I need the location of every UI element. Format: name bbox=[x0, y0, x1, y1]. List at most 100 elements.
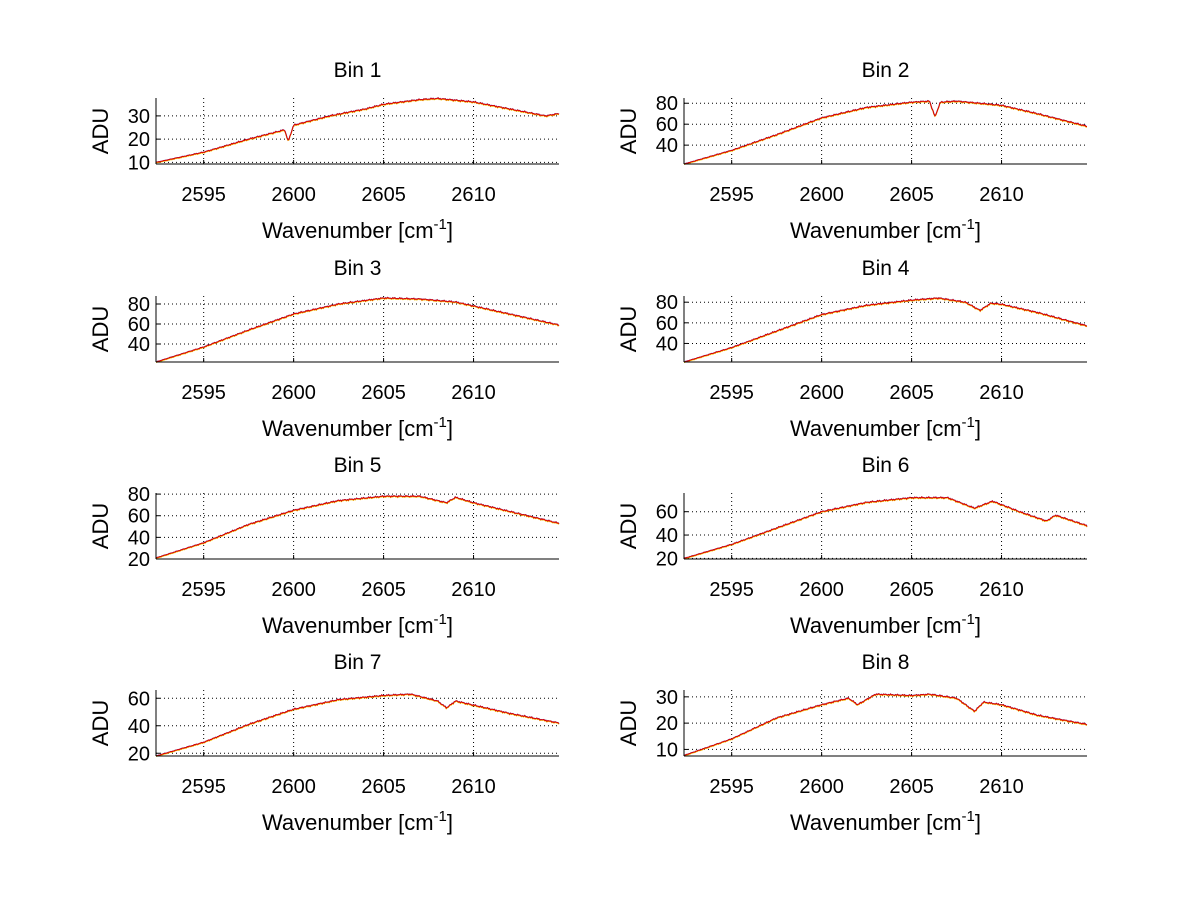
series-line-red bbox=[155, 296, 560, 363]
x-tick-label: 2600 bbox=[271, 579, 316, 601]
x-label-superscript: -1 bbox=[434, 611, 447, 628]
x-label-end: ] bbox=[975, 416, 981, 441]
y-axis-label: ADU bbox=[88, 306, 113, 352]
y-tick-label: 20 bbox=[128, 549, 150, 571]
x-label-text: Wavenumber [cm bbox=[262, 416, 434, 441]
x-label-end: ] bbox=[975, 218, 981, 243]
x-tick-label: 2595 bbox=[709, 579, 754, 601]
y-tick-label: 60 bbox=[128, 688, 150, 710]
x-axis-label: Wavenumber [cm-1] bbox=[262, 808, 453, 835]
y-tick-label: 20 bbox=[128, 743, 150, 765]
x-axis-label: Wavenumber [cm-1] bbox=[790, 216, 981, 243]
y-tick-label: 60 bbox=[128, 314, 150, 336]
x-tick-label: 2610 bbox=[979, 776, 1024, 798]
series-line-blue bbox=[683, 297, 1088, 363]
y-tick-label: 40 bbox=[128, 527, 150, 549]
x-tick-label: 2605 bbox=[361, 579, 406, 601]
x-tick-label: 2600 bbox=[799, 184, 844, 206]
y-tick-label: 40 bbox=[656, 333, 678, 355]
y-tick-label: 20 bbox=[656, 548, 678, 570]
y-axis-label: ADU bbox=[616, 306, 641, 352]
subplot-title: Bin 4 bbox=[862, 257, 910, 280]
x-label-superscript: -1 bbox=[434, 808, 447, 825]
x-tick-label: 2600 bbox=[799, 579, 844, 601]
series-line-yellow bbox=[683, 297, 1088, 364]
x-tick-label: 2600 bbox=[799, 776, 844, 798]
x-tick-label: 2605 bbox=[889, 382, 934, 404]
x-label-end: ] bbox=[447, 416, 453, 441]
x-tick-label: 2610 bbox=[979, 579, 1024, 601]
x-label-end: ] bbox=[447, 810, 453, 835]
subplot-title: Bin 3 bbox=[334, 257, 382, 280]
series-line-red bbox=[683, 496, 1088, 560]
x-tick-label: 2595 bbox=[181, 776, 226, 798]
subplot-title: Bin 5 bbox=[334, 454, 382, 477]
x-tick-label: 2595 bbox=[181, 579, 226, 601]
series-line-red bbox=[683, 99, 1087, 165]
y-tick-label: 20 bbox=[128, 129, 150, 151]
series-line-yellow bbox=[155, 297, 560, 363]
x-label-superscript: -1 bbox=[434, 414, 447, 431]
subplot-7: 2595 2600 2605 2610 20 40 60 Bin 7 Wavenumber [c… bbox=[88, 651, 560, 835]
y-tick-label: 60 bbox=[128, 506, 150, 528]
x-label-superscript: -1 bbox=[962, 414, 975, 431]
y-tick-label: 80 bbox=[128, 294, 150, 316]
y-axis-label: ADU bbox=[616, 503, 641, 549]
x-axis-label: Wavenumber [cm-1] bbox=[790, 414, 981, 441]
x-tick-label: 2595 bbox=[709, 184, 754, 206]
y-tick-label: 40 bbox=[128, 334, 150, 356]
subplot-title: Bin 8 bbox=[862, 651, 910, 674]
x-tick-label: 2605 bbox=[889, 184, 934, 206]
x-label-text: Wavenumber [cm bbox=[790, 810, 962, 835]
x-axis-label: Wavenumber [cm-1] bbox=[262, 216, 453, 243]
series-line-yellow bbox=[683, 693, 1088, 757]
y-axis-label: ADU bbox=[616, 108, 641, 154]
series-line-yellow bbox=[155, 495, 560, 560]
subplot-title: Bin 2 bbox=[862, 59, 910, 82]
y-tick-label: 80 bbox=[128, 484, 150, 506]
series-line-yellow bbox=[155, 693, 560, 758]
y-axis-label: ADU bbox=[88, 108, 113, 154]
y-axis-label: ADU bbox=[88, 503, 113, 549]
y-tick-label: 80 bbox=[656, 292, 678, 314]
y-tick-label: 40 bbox=[128, 716, 150, 738]
y-tick-label: 60 bbox=[656, 114, 678, 136]
series-line-blue bbox=[683, 693, 1088, 756]
y-tick-label: 20 bbox=[656, 713, 678, 735]
series-line-red bbox=[683, 693, 1088, 756]
x-label-end: ] bbox=[447, 613, 453, 638]
x-label-text: Wavenumber [cm bbox=[262, 810, 434, 835]
x-label-end: ] bbox=[975, 613, 981, 638]
x-tick-label: 2605 bbox=[889, 579, 934, 601]
x-label-superscript: -1 bbox=[962, 216, 975, 233]
y-axis-label: ADU bbox=[88, 700, 113, 746]
series-line-red bbox=[683, 297, 1088, 363]
x-label-text: Wavenumber [cm bbox=[790, 416, 962, 441]
x-tick-label: 2595 bbox=[181, 184, 226, 206]
y-tick-label: 10 bbox=[656, 739, 678, 761]
subplot-title: Bin 1 bbox=[334, 59, 382, 82]
x-tick-label: 2600 bbox=[271, 776, 316, 798]
series-line-red bbox=[155, 494, 560, 559]
x-label-text: Wavenumber [cm bbox=[262, 613, 434, 638]
y-tick-label: 40 bbox=[656, 525, 678, 547]
x-tick-label: 2605 bbox=[361, 184, 406, 206]
x-label-end: ] bbox=[447, 218, 453, 243]
series-line-blue bbox=[155, 296, 560, 363]
y-tick-label: 40 bbox=[656, 135, 678, 157]
y-tick-label: 30 bbox=[656, 687, 678, 709]
series-line-blue bbox=[683, 496, 1088, 560]
x-label-text: Wavenumber [cm bbox=[262, 218, 434, 243]
series-line-yellow bbox=[683, 496, 1088, 560]
y-tick-label: 10 bbox=[128, 152, 150, 174]
x-tick-label: 2600 bbox=[271, 382, 316, 404]
subplot-title: Bin 7 bbox=[334, 651, 382, 674]
x-tick-label: 2605 bbox=[361, 382, 406, 404]
x-tick-label: 2600 bbox=[799, 382, 844, 404]
